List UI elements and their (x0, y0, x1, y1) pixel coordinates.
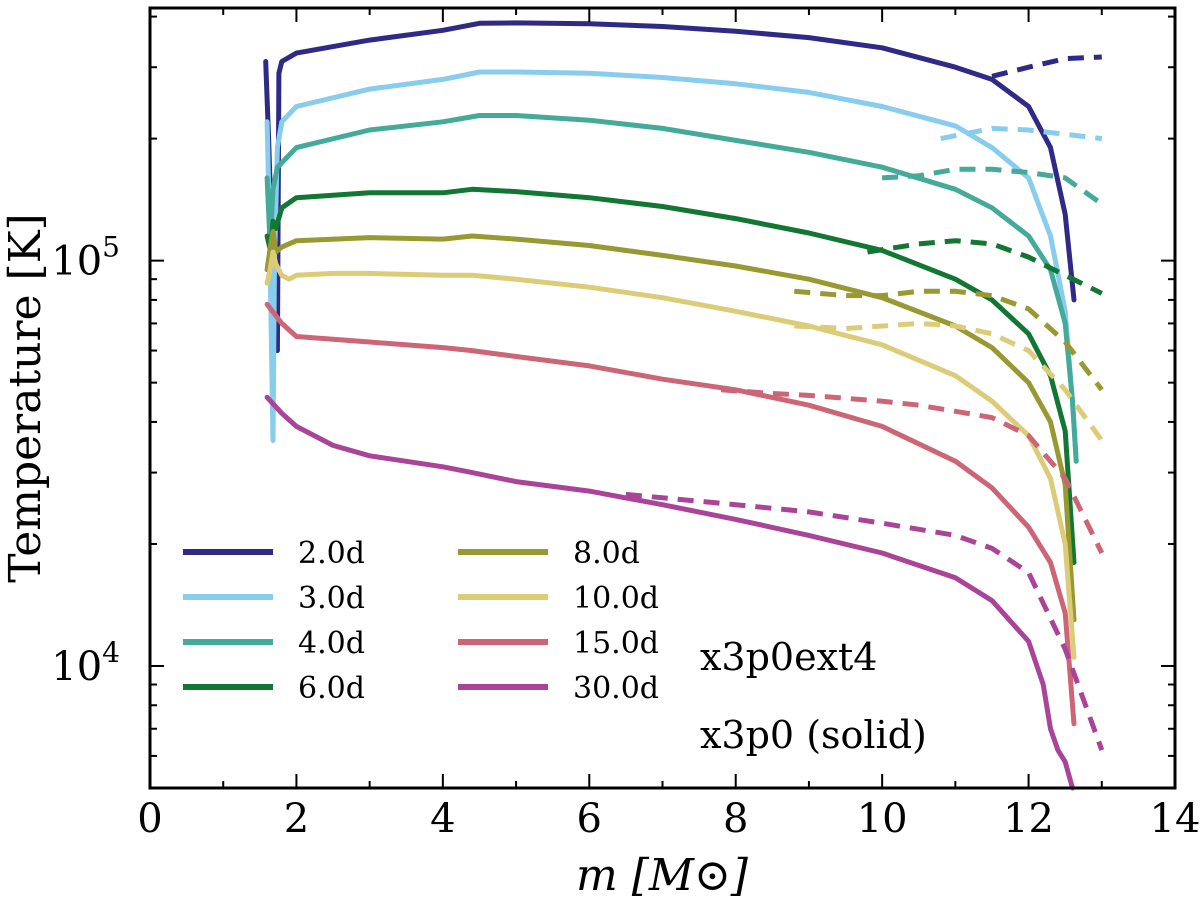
plot-lines (263, 20, 1105, 791)
series-3-0d-dashed-line (940, 125, 1103, 142)
annotation-base-model: x3p0 (solid) (700, 713, 927, 757)
x-tick-label: 0 (137, 796, 162, 842)
series-15-0d-dashed-line (720, 387, 1105, 555)
series-30-0d-dashed-line (625, 491, 1105, 751)
legend-label-3-0d: 3.0d (298, 581, 365, 616)
legend-label-2-0d: 2.0d (298, 536, 365, 571)
x-tick-label: 2 (284, 796, 309, 842)
x-axis-label: m [M⊙] (576, 850, 749, 901)
y-axis-ticks: 104 105 (51, 15, 1175, 789)
series-10-0d-solid-line (264, 249, 1077, 660)
x-tick-label: 14 (1150, 796, 1200, 842)
series-15-0d-solid-line (264, 301, 1077, 727)
series-8-0d-solid-line (264, 229, 1077, 623)
legend-label-15-0d: 15.0d (573, 626, 659, 661)
series-8-0d-dashed-line (794, 288, 1104, 392)
series-30-0d-solid-line (264, 394, 1075, 791)
x-tick-label: 10 (857, 796, 908, 842)
series-3-0d-solid-line (264, 69, 1079, 464)
annotation-ext-model: x3p0ext4 (700, 635, 877, 679)
y-tick-label: 105 (51, 231, 120, 285)
series-2-0d-dashed-line (991, 54, 1102, 79)
series-6-0d-solid-line (264, 186, 1077, 565)
legend-label-10-0d: 10.0d (573, 581, 659, 616)
legend-label-6-0d: 6.0d (298, 671, 365, 706)
legend-label-8-0d: 8.0d (573, 536, 640, 571)
x-tick-label: 6 (577, 796, 602, 842)
legend-label-4-0d: 4.0d (298, 626, 365, 661)
series-4-0d-solid-line (264, 113, 1079, 464)
series-4-0d-dashed-line (881, 166, 1104, 206)
legend-label-30-0d: 30.0d (573, 671, 659, 706)
x-tick-label: 12 (1003, 796, 1054, 842)
x-axis-ticks: 0 2 4 6 8 10 12 14 (137, 8, 1200, 842)
y-tick-label: 104 (51, 636, 120, 690)
y-axis-label: Temperature [K] (0, 213, 51, 582)
x-tick-label: 4 (430, 796, 455, 842)
x-tick-label: 8 (723, 796, 748, 842)
series-10-0d-dashed-line (794, 320, 1104, 442)
legend: 2.0d 3.0d 4.0d 6.0d 8.0d 10.0d 15.0d 30.0d (183, 536, 659, 706)
